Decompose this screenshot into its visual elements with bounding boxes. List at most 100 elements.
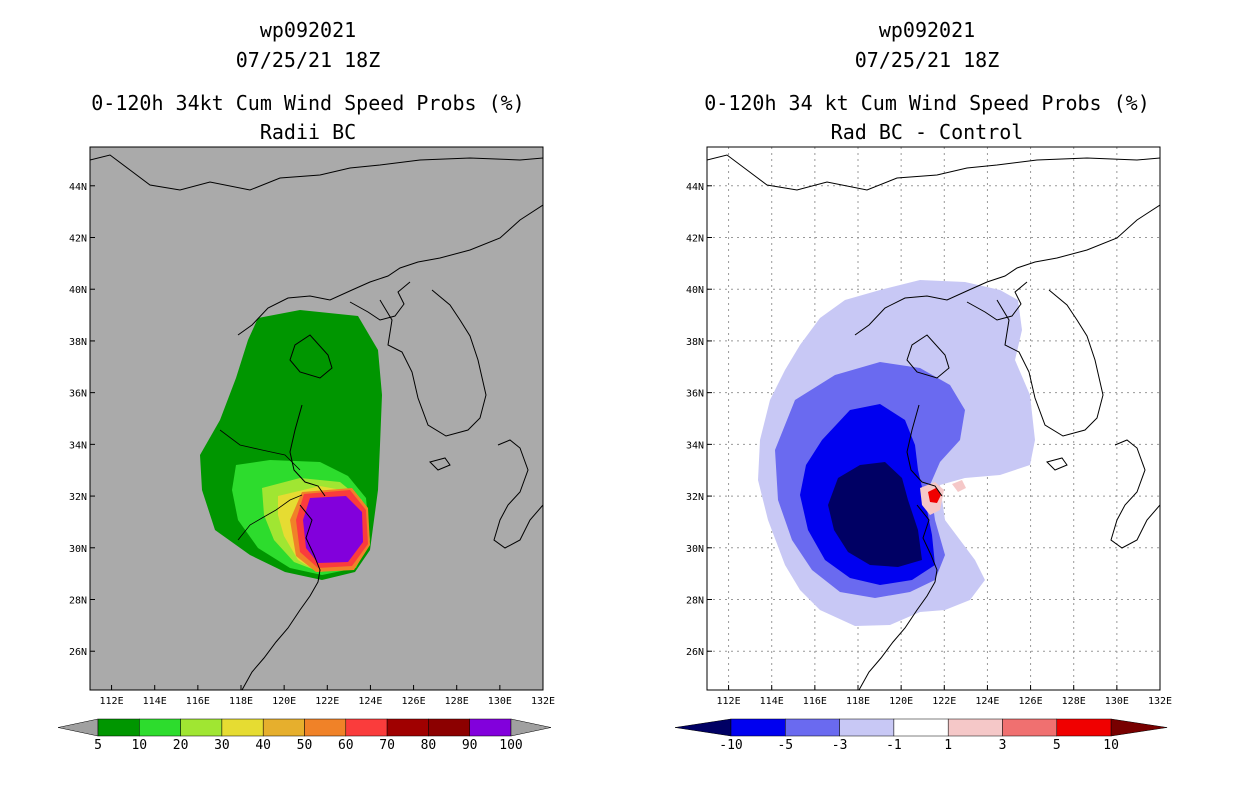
x-tick-label: 132E xyxy=(531,696,555,707)
colorbar-segment xyxy=(947,718,1003,737)
right-panel: wp092021 07/25/21 18Z 0-120h 34 kt Cum W… xyxy=(674,18,1172,753)
colorbar-label: 20 xyxy=(173,738,189,753)
y-tick-label: 40N xyxy=(686,285,704,296)
y-tick-label: 32N xyxy=(69,492,87,503)
colorbar-label: 10 xyxy=(1103,738,1119,753)
left-title-storm: wp092021 xyxy=(260,18,356,42)
x-tick-label: 120E xyxy=(889,696,913,707)
colorbar-segment xyxy=(139,718,181,737)
x-tick-label: 124E xyxy=(358,696,382,707)
x-tick-label: 114E xyxy=(760,696,784,707)
left-title-product: 0-120h 34kt Cum Wind Speed Probs (%) xyxy=(91,91,524,115)
y-tick-label: 26N xyxy=(686,647,704,658)
colorbar-over-triangle xyxy=(510,718,552,737)
colorbar-segment xyxy=(97,718,140,737)
right-difference-field xyxy=(707,154,1160,690)
right-colorbar: -10 -5 -3 -1 1 3 5 10 xyxy=(674,718,1168,753)
colorbar-label: 1 xyxy=(944,738,952,753)
colorbar-label: 5 xyxy=(94,738,102,753)
colorbar-label: 70 xyxy=(379,738,395,753)
colorbar-segment xyxy=(345,718,388,737)
right-diff-lt-minus10 xyxy=(828,462,922,567)
colorbar-label: 40 xyxy=(255,738,271,753)
x-tick-label: 130E xyxy=(1105,696,1129,707)
y-tick-label: 36N xyxy=(686,389,704,400)
colorbar-segment xyxy=(730,718,786,737)
colorbar-segment xyxy=(1002,718,1058,737)
colorbar-segment xyxy=(1056,718,1112,737)
x-tick-label: 132E xyxy=(1148,696,1172,707)
colorbar-label: 80 xyxy=(421,738,437,753)
y-tick-label: 42N xyxy=(69,234,87,245)
right-title-date: 07/25/21 18Z xyxy=(855,48,1000,72)
x-tick-label: 112E xyxy=(100,696,124,707)
colorbar-label: 90 xyxy=(462,738,478,753)
colorbar-under-triangle xyxy=(57,718,99,737)
x-tick-label: 130E xyxy=(488,696,512,707)
right-title-subtitle: Rad BC - Control xyxy=(831,120,1024,144)
colorbar-label: -5 xyxy=(777,738,793,753)
y-tick-label: 42N xyxy=(686,234,704,245)
x-tick-label: 118E xyxy=(229,696,253,707)
x-tick-label: 120E xyxy=(272,696,296,707)
colorbar-over-triangle xyxy=(1110,718,1168,737)
y-tick-label: 36N xyxy=(69,389,87,400)
colorbar-segment xyxy=(386,718,429,737)
colorbar-segment xyxy=(839,718,895,737)
left-rivers xyxy=(219,429,303,541)
colorbar-segment xyxy=(304,718,347,737)
left-panel: wp092021 07/25/21 18Z 0-120h 34kt Cum Wi… xyxy=(57,18,555,753)
x-tick-label: 124E xyxy=(975,696,999,707)
colorbar-segment xyxy=(428,718,470,737)
right-map-frame xyxy=(706,146,1161,691)
x-tick-label: 116E xyxy=(803,696,827,707)
y-tick-label: 28N xyxy=(69,596,87,607)
colorbar-label: 10 xyxy=(131,738,147,753)
left-prob-90-100 xyxy=(303,496,363,563)
x-tick-label: 128E xyxy=(1062,696,1086,707)
colorbar-label: 50 xyxy=(297,738,313,753)
left-title-date: 07/25/21 18Z xyxy=(236,48,381,72)
x-tick-label: 118E xyxy=(846,696,870,707)
x-tick-label: 126E xyxy=(1019,696,1043,707)
y-tick-label: 40N xyxy=(69,285,87,296)
x-tick-label: 122E xyxy=(315,696,339,707)
right-diff-5-10 xyxy=(928,488,941,503)
right-title-storm: wp092021 xyxy=(879,18,975,42)
y-tick-label: 44N xyxy=(69,182,87,193)
colorbar-label: 5 xyxy=(1053,738,1061,753)
left-title-subtitle: Radii BC xyxy=(260,120,356,144)
y-tick-label: 30N xyxy=(686,544,704,555)
colorbar-segment xyxy=(469,718,512,737)
left-map-frame xyxy=(89,146,544,691)
x-tick-label: 126E xyxy=(402,696,426,707)
left-axis-ticks: 112E 114E 116E 118E 120E 122E 124E 126E 128E 130E… xyxy=(69,182,555,707)
y-tick-label: 38N xyxy=(686,337,704,348)
x-tick-label: 112E xyxy=(717,696,741,707)
left-probability-field xyxy=(90,154,543,690)
y-tick-label: 32N xyxy=(686,492,704,503)
right-coastlines xyxy=(707,154,1160,690)
left-colorbar: 5 10 20 30 40 50 60 70 80 90 100 xyxy=(57,718,552,753)
colorbar-label: -10 xyxy=(719,738,742,753)
colorbar-segment xyxy=(221,718,264,737)
colorbar-segment xyxy=(893,718,949,737)
colorbar-label: -3 xyxy=(832,738,848,753)
y-tick-label: 44N xyxy=(686,182,704,193)
colorbar-segment xyxy=(180,718,223,737)
colorbar-segment xyxy=(262,718,305,737)
y-tick-label: 26N xyxy=(69,647,87,658)
y-tick-label: 38N xyxy=(69,337,87,348)
y-tick-label: 30N xyxy=(69,544,87,555)
colorbar-label: 3 xyxy=(999,738,1007,753)
left-coastlines xyxy=(90,154,543,690)
x-tick-label: 114E xyxy=(143,696,167,707)
right-axis-ticks: 112E 114E 116E 118E 120E 122E 124E 126E 128E 130E… xyxy=(686,182,1172,707)
right-title-product: 0-120h 34 kt Cum Wind Speed Probs (%) xyxy=(704,91,1150,115)
x-tick-label: 116E xyxy=(186,696,210,707)
y-tick-label: 28N xyxy=(686,596,704,607)
y-tick-label: 34N xyxy=(69,440,87,451)
x-tick-label: 128E xyxy=(445,696,469,707)
colorbar-under-triangle xyxy=(674,718,732,737)
